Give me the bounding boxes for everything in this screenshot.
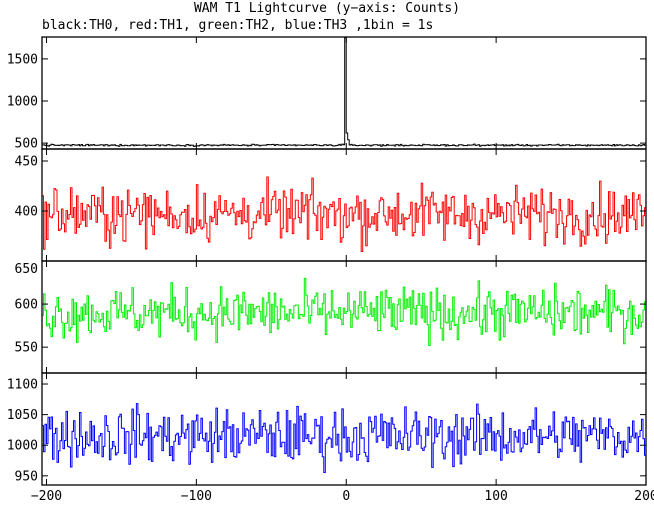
y-tick-label: 550	[15, 341, 38, 356]
panel-frame	[41, 372, 647, 486]
y-tick-label: 1050	[7, 408, 38, 423]
y-tick-label: 450	[15, 155, 38, 170]
chart-subtitle: black:TH0, red:TH1, green:TH2, blue:TH3 …	[42, 18, 434, 33]
panel-th2: 550 600 650	[15, 260, 647, 374]
panel-frame	[41, 260, 647, 374]
x-tick-label: 0	[342, 489, 350, 504]
y-tick-label: 950	[15, 469, 38, 484]
panel-frame	[41, 36, 647, 150]
panel-frame	[41, 148, 647, 262]
panel-th1: 400 450	[15, 148, 647, 262]
panel-th3: 950 1000 1050 1100	[7, 372, 647, 486]
series-line-th3	[42, 403, 646, 473]
y-tick-label: 650	[15, 262, 38, 277]
y-tick-label: 1500	[7, 52, 38, 67]
y-tick-label: 500	[15, 137, 38, 152]
x-tick-label: 100	[484, 489, 507, 504]
series-line-th2	[42, 277, 646, 346]
panel-th0: 500 1000 1500	[7, 36, 647, 152]
y-tick-label: 600	[15, 298, 38, 313]
series-line-th0	[42, 37, 646, 147]
y-tick-label: 1100	[7, 378, 38, 393]
x-tick-label: −100	[181, 489, 212, 504]
series-line-th1	[42, 176, 646, 252]
y-tick-label: 400	[15, 205, 38, 220]
y-tick-label: 1000	[7, 439, 38, 454]
chart-title: WAM T1 Lightcurve (y−axis: Counts)	[193, 1, 461, 16]
y-tick-label: 1000	[7, 95, 38, 110]
x-tick-label: −200	[31, 489, 62, 504]
x-tick-label: 200	[634, 489, 654, 504]
